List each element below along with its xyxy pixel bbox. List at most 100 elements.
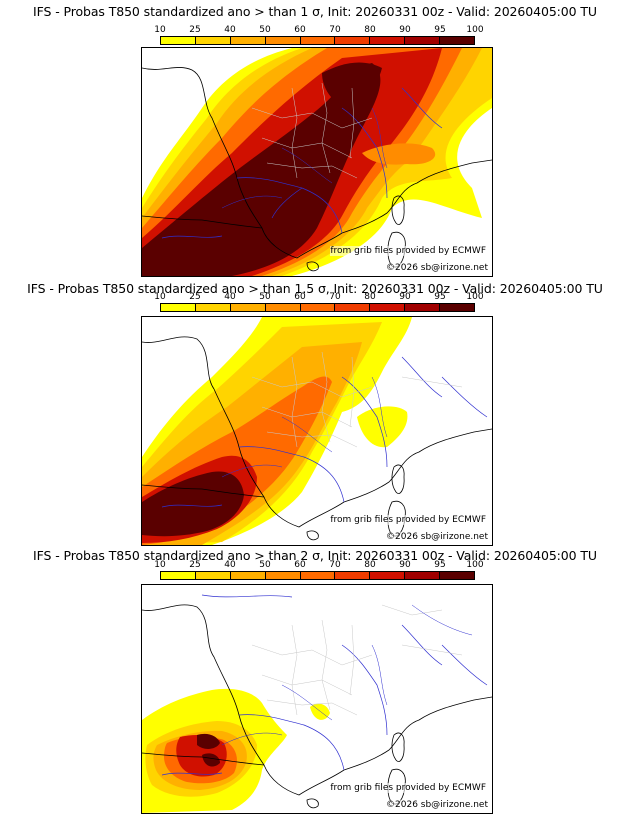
legend-swatch [335, 37, 371, 44]
island-corsica [391, 464, 405, 494]
legend-labels: 10 25 40 50 60 70 80 90 95 100 [150, 25, 490, 35]
legend-label: 80 [364, 560, 376, 570]
legend-label: 80 [364, 25, 376, 35]
regional-borders [251, 82, 373, 179]
legend-swatch [440, 572, 475, 579]
legend-swatch [370, 572, 406, 579]
credit-copyright: ©2026 sb@irizone.net [386, 263, 488, 273]
legend-label: 50 [259, 25, 271, 35]
map-canvas [142, 594, 492, 813]
legend-swatch [265, 572, 301, 579]
legend-swatch [195, 304, 231, 311]
legend-swatch [230, 37, 266, 44]
probability-map: from grib files provided by ECMWF ©2026 … [141, 316, 493, 546]
credit-copyright: ©2026 sb@irizone.net [386, 532, 488, 542]
legend-label: 60 [294, 292, 306, 302]
legend-swatch [230, 572, 266, 579]
coastline-spain [142, 484, 265, 498]
legend-swatch [440, 304, 475, 311]
legend-swatch [161, 304, 196, 311]
legend-label: 40 [224, 292, 236, 302]
legend-swatch [370, 304, 406, 311]
coastline [142, 604, 492, 796]
legend-label: 95 [434, 560, 446, 570]
legend-swatch [335, 304, 371, 311]
legend-label: 100 [466, 25, 484, 35]
legend-swatch [195, 572, 231, 579]
legend-colorbar [160, 303, 475, 312]
legend-swatch [230, 304, 266, 311]
probability-map: from grib files provided by ECMWF ©2026 … [141, 584, 493, 814]
credit-source: from grib files provided by ECMWF [330, 515, 486, 525]
prob-shade-95-north [322, 62, 382, 108]
legend-label: 90 [399, 560, 411, 570]
legend-swatch [300, 572, 336, 579]
legend-swatch [300, 37, 336, 44]
credit-source: from grib files provided by ECMWF [330, 246, 486, 256]
legend-swatch [370, 37, 406, 44]
credit-source: from grib files provided by ECMWF [330, 783, 486, 793]
map-canvas [142, 48, 492, 276]
legend-swatch [440, 37, 475, 44]
prob-shade-95-b [202, 753, 220, 767]
legend-swatch [161, 37, 196, 44]
legend-swatch [265, 304, 301, 311]
legend-label: 10 [154, 560, 166, 570]
legend-label: 100 [466, 560, 484, 570]
legend-label: 100 [466, 292, 484, 302]
legend-label: 60 [294, 25, 306, 35]
prob-shade-95-a [197, 733, 220, 749]
legend-colorbar [160, 571, 475, 580]
legend-label: 50 [259, 560, 271, 570]
regional-borders [251, 604, 463, 716]
probability-map: from grib files provided by ECMWF ©2026 … [141, 47, 493, 277]
legend-swatch [405, 37, 441, 44]
rivers [221, 376, 388, 478]
legend-labels: 10 25 40 50 60 70 80 90 95 100 [150, 292, 490, 302]
legend-label: 40 [224, 560, 236, 570]
national-borders [161, 356, 488, 508]
legend-label: 40 [224, 25, 236, 35]
island-corsica [391, 732, 405, 762]
prob-shade-10-alps [310, 703, 330, 720]
legend-label: 10 [154, 25, 166, 35]
legend-label: 95 [434, 292, 446, 302]
prob-shade-10-alps [357, 406, 408, 448]
legend-label: 60 [294, 560, 306, 570]
legend-label: 25 [189, 292, 201, 302]
island-balearic [306, 530, 319, 541]
coastline-spain [142, 215, 263, 229]
legend-swatch [405, 304, 441, 311]
rivers [221, 107, 388, 209]
legend-label: 90 [399, 292, 411, 302]
regional-borders [251, 351, 463, 448]
map-canvas [142, 317, 492, 545]
legend-label: 25 [189, 560, 201, 570]
legend-label: 25 [189, 25, 201, 35]
legend-label: 95 [434, 25, 446, 35]
panel-title: IFS - Probas T850 standardized ano > tha… [27, 281, 603, 296]
legend-swatch [161, 572, 196, 579]
legend-label: 10 [154, 292, 166, 302]
legend-colorbar [160, 36, 475, 45]
credit-copyright: ©2026 sb@irizone.net [386, 800, 488, 810]
legend-label: 70 [329, 25, 341, 35]
legend-swatch [265, 37, 301, 44]
legend-swatch [195, 37, 231, 44]
national-borders [161, 594, 488, 776]
island-balearic [306, 261, 319, 272]
legend-label: 50 [259, 292, 271, 302]
legend-labels: 10 25 40 50 60 70 80 90 95 100 [150, 560, 490, 570]
legend-swatch [300, 304, 336, 311]
legend-swatch [335, 572, 371, 579]
panel-title: IFS - Probas T850 standardized ano > tha… [33, 548, 597, 563]
rivers [221, 604, 473, 746]
legend-label: 70 [329, 560, 341, 570]
legend-label: 70 [329, 292, 341, 302]
legend-label: 80 [364, 292, 376, 302]
coastline [142, 67, 492, 259]
island-balearic [306, 798, 319, 809]
national-borders [161, 87, 443, 239]
panel-title: IFS - Probas T850 standardized ano > tha… [33, 4, 597, 19]
coastline [142, 336, 492, 528]
